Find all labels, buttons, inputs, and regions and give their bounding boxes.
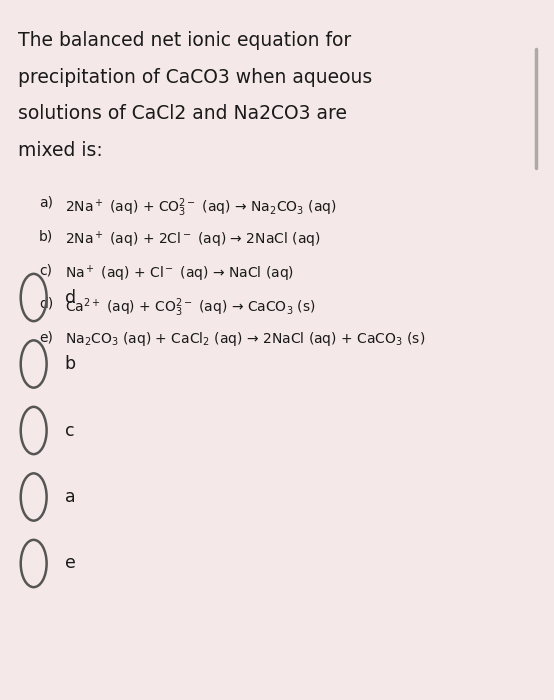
Text: b): b) [39,230,53,244]
Text: 2Na$^+$ (aq) + 2Cl$^-$ (aq) → 2NaCl (aq): 2Na$^+$ (aq) + 2Cl$^-$ (aq) → 2NaCl (aq) [65,230,320,250]
Text: e): e) [39,330,53,344]
Text: b: b [65,355,76,373]
Text: Ca$^{2+}$ (aq) + CO$_3^{2-}$ (aq) → CaCO$_3$ (s): Ca$^{2+}$ (aq) + CO$_3^{2-}$ (aq) → CaCO… [65,297,316,319]
Text: a: a [65,488,75,506]
Text: a): a) [39,196,53,210]
Text: c: c [65,421,74,440]
Text: d: d [65,288,76,307]
Text: 2Na$^+$ (aq) + CO$_3^{2-}$ (aq) → Na$_2$CO$_3$ (aq): 2Na$^+$ (aq) + CO$_3^{2-}$ (aq) → Na$_2$… [65,196,336,218]
Text: e: e [65,554,76,573]
Text: solutions of CaCl2 and Na2CO3 are: solutions of CaCl2 and Na2CO3 are [18,104,347,123]
Text: The balanced net ionic equation for: The balanced net ionic equation for [18,32,351,50]
Text: Na$^+$ (aq) + Cl$^-$ (aq) → NaCl (aq): Na$^+$ (aq) + Cl$^-$ (aq) → NaCl (aq) [65,263,294,284]
Text: c): c) [39,263,52,277]
Text: Na$_2$CO$_3$ (aq) + CaCl$_2$ (aq) → 2NaCl (aq) + CaCO$_3$ (s): Na$_2$CO$_3$ (aq) + CaCl$_2$ (aq) → 2NaC… [65,330,425,349]
Text: d): d) [39,297,53,311]
Text: mixed is:: mixed is: [18,141,103,160]
Text: precipitation of CaCO3 when aqueous: precipitation of CaCO3 when aqueous [18,68,372,87]
